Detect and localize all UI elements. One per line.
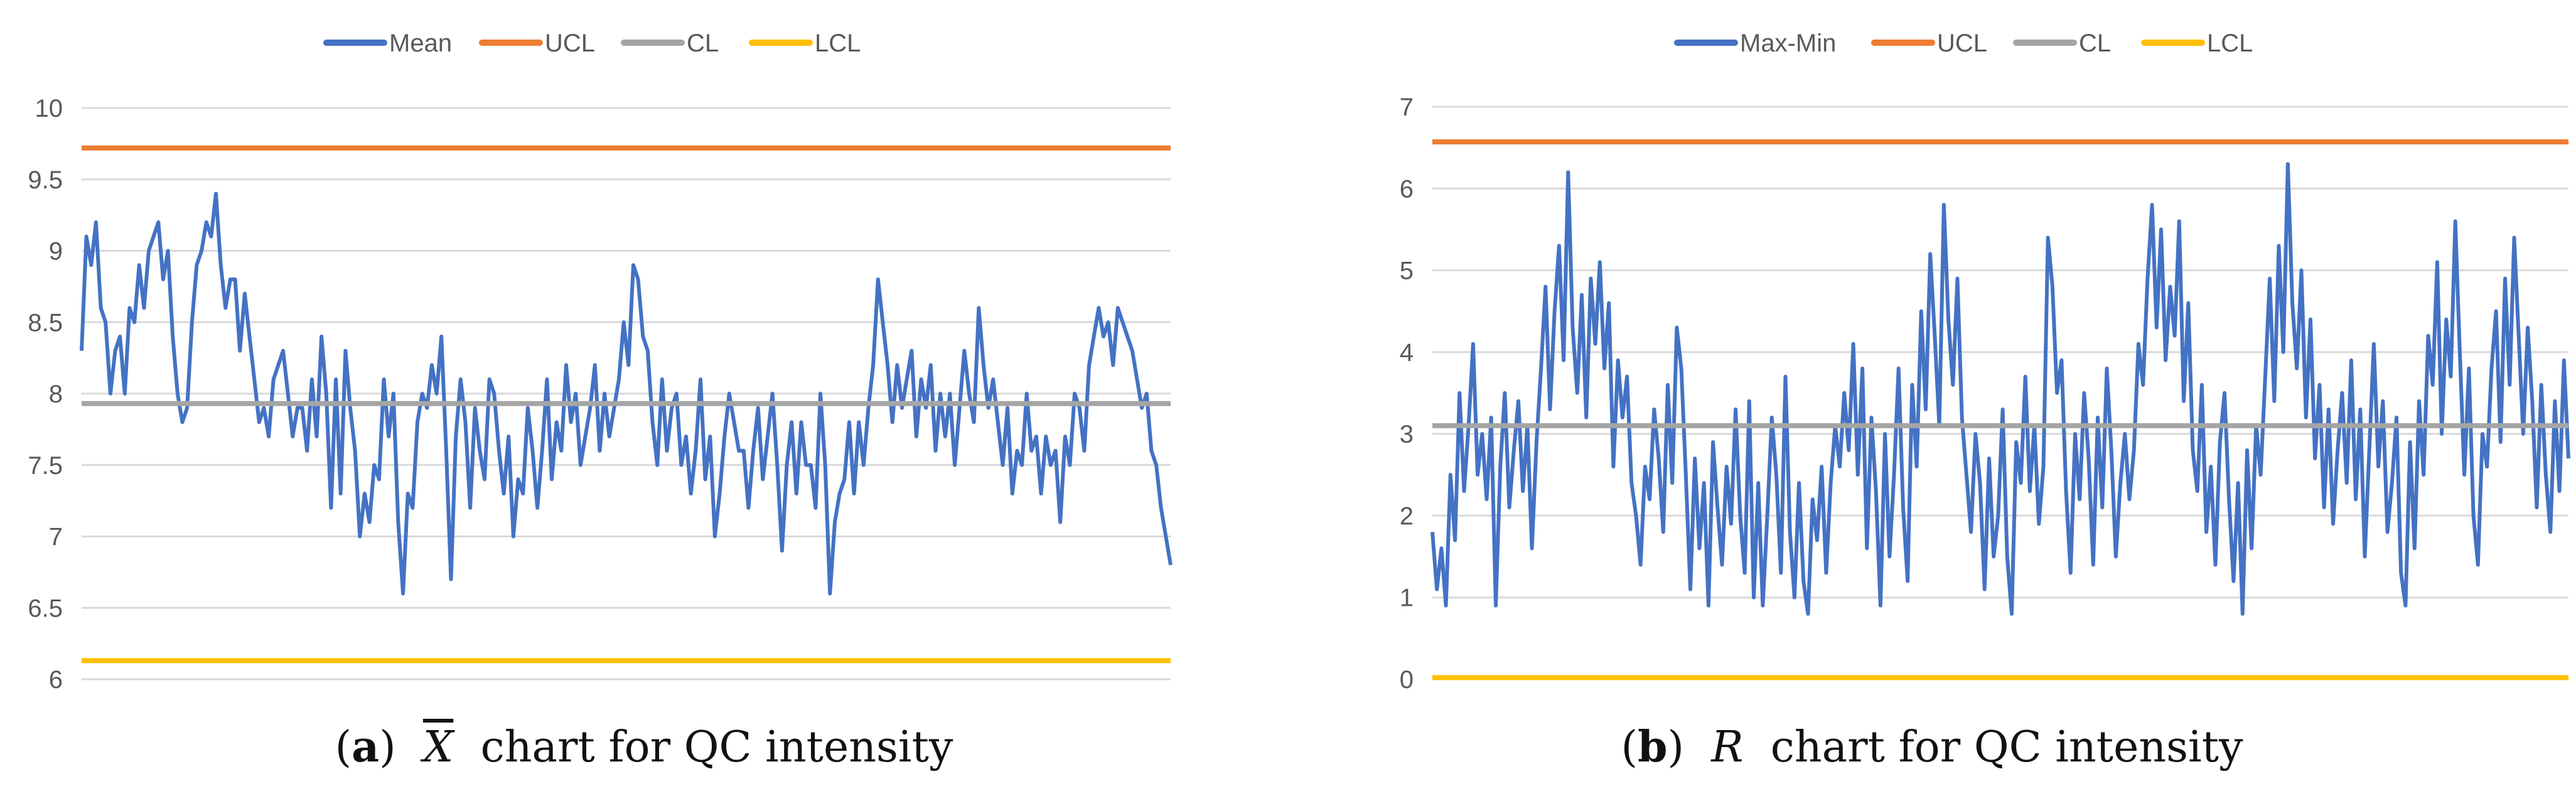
xbar-chart: 6 6.5 7 7.5 8 8.5 9 9.5 10 Mean UCL CL LCL	[28, 30, 1173, 694]
xbar-chart-caption: (a) X chart for QC intensity	[335, 722, 953, 772]
range-chart-caption: (b) R chart for QC intensity	[1621, 722, 2243, 772]
y-tick-label: 2	[1400, 502, 1414, 530]
range-chart: 0 1 2 3 4 5 6 7 Max-Min UCL CL LCL	[1400, 30, 2570, 694]
xbar-chart-panel: 6 6.5 7 7.5 8 8.5 9 9.5 10 Mean UCL CL LCL (a) X cha…	[28, 30, 1173, 772]
y-tick-label: 9.5	[28, 166, 63, 194]
max-min-series-line	[1430, 162, 2570, 616]
y-tick-label: 9	[49, 238, 63, 266]
y-tick-label: 4	[1400, 339, 1414, 367]
range-chart-panel: 0 1 2 3 4 5 6 7 Max-Min UCL CL LCL (b) R chart for …	[1288, 0, 2576, 796]
y-tick-label: 10	[35, 95, 63, 122]
y-tick-label: 5	[1400, 257, 1414, 285]
caption-tag: b	[1638, 722, 1668, 772]
y-tick-label: 6	[49, 666, 63, 694]
y-tick-label: 0	[1400, 666, 1414, 694]
caption-text: chart for QC intensity	[480, 723, 953, 772]
caption-text: chart for QC intensity	[1770, 723, 2243, 772]
legend-label-lcl: LCL	[2207, 30, 2253, 57]
y-tick-label: 7	[49, 524, 63, 551]
legend-label-ucl: UCL	[545, 30, 595, 57]
legend-label-cl: CL	[687, 30, 719, 57]
legend-label-mean: Mean	[389, 30, 452, 57]
caption-symbol: X	[422, 723, 454, 772]
y-tick-label: 7	[1400, 94, 1414, 121]
y-tick-label: 6	[1400, 175, 1414, 203]
y-tick-label: 8.5	[28, 309, 63, 336]
caption-tag: a	[352, 722, 380, 772]
y-tick-label: 1	[1400, 584, 1414, 612]
y-tick-label: 7.5	[28, 452, 63, 480]
legend-label-lcl: LCL	[815, 30, 861, 57]
y-tick-label: 3	[1400, 421, 1414, 448]
legend-label-cl: CL	[2079, 30, 2111, 57]
y-tick-label: 8	[49, 380, 63, 408]
caption-symbol: R	[1711, 723, 1744, 772]
legend-label-max-min: Max-Min	[1740, 30, 1836, 57]
y-tick-label: 6.5	[28, 594, 63, 622]
legend-label-ucl: UCL	[1937, 30, 1987, 57]
